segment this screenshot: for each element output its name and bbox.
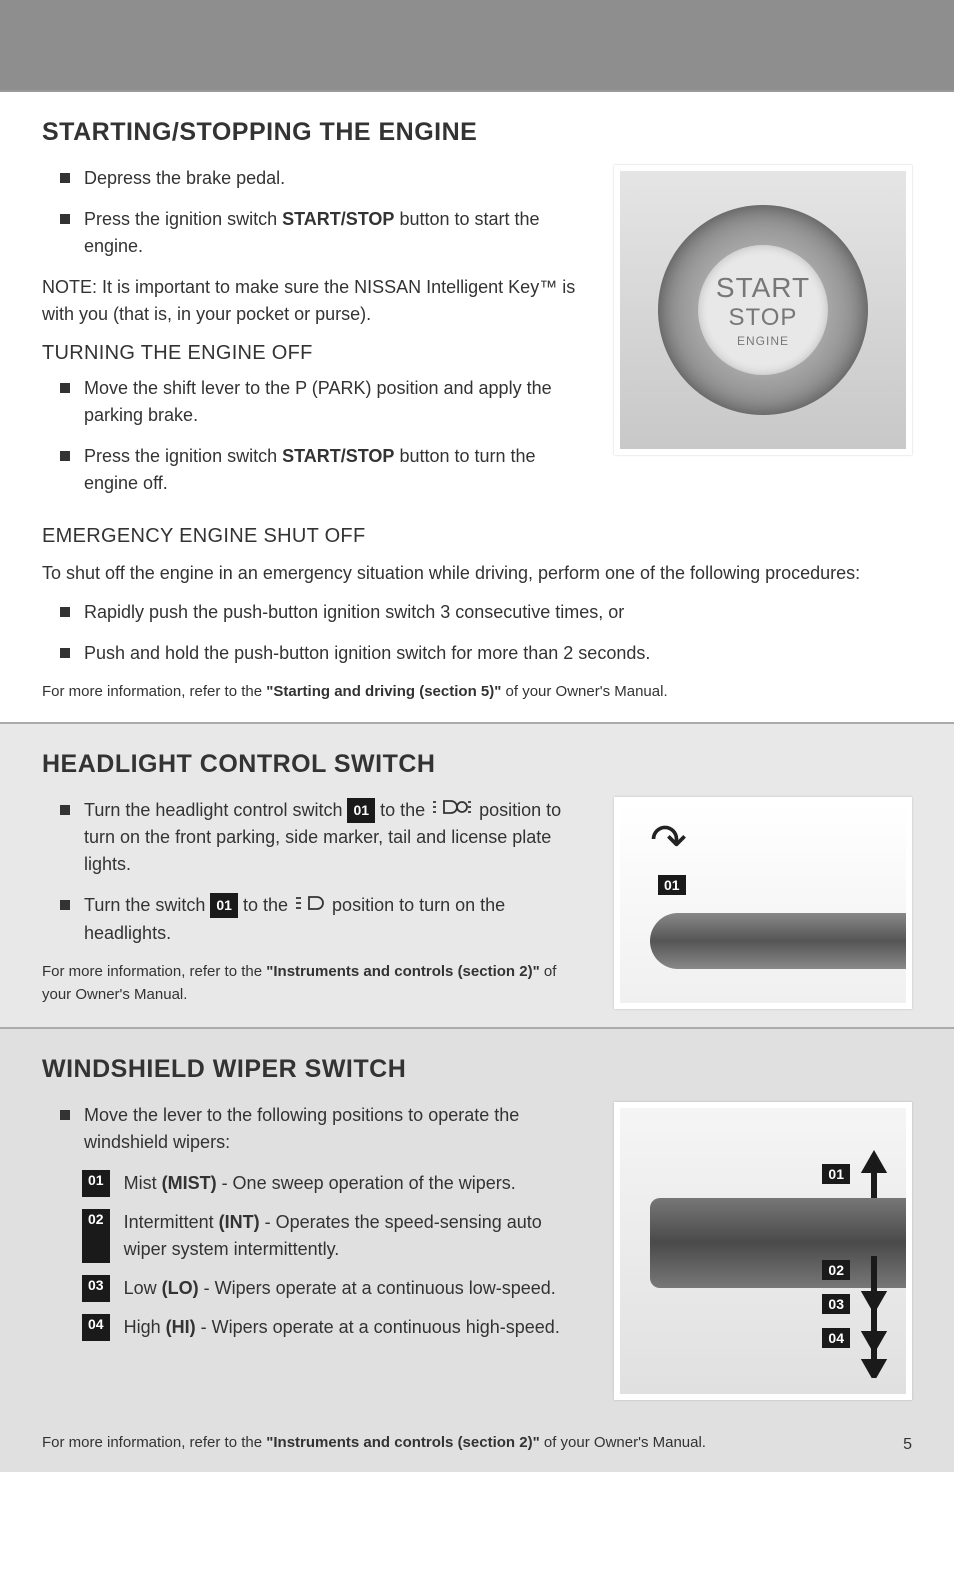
wiper-item-02: 02 Intermittent (INT) - Operates the spe… [42,1209,588,1263]
s1-note: NOTE: It is important to make sure the N… [42,274,588,328]
headlight-icon [293,893,327,920]
wp-img-badge-03: 03 [822,1294,850,1314]
section-wiper: WINDSHIELD WIPER SWITCH Move the lever t… [0,1029,954,1473]
section1-title: STARTING/STOPPING THE ENGINE [42,118,912,147]
wp-img-badge-01: 01 [822,1164,850,1184]
wiper-switch-image: 01 02 03 04 [614,1102,912,1400]
s2-bullet-1: Turn the headlight control switch 01 to … [60,797,588,879]
parking-light-icon [430,797,474,824]
header-band [0,0,954,92]
section-starting-engine: STARTING/STOPPING THE ENGINE Depress the… [0,92,954,724]
s1-body-c: To shut off the engine in an emergency s… [42,560,912,587]
start-stop-button-image: START STOP ENGINE [614,165,912,455]
section2-title: HEADLIGHT CONTROL SWITCH [42,750,912,779]
wiper-arrows-icon [860,1148,888,1378]
s2-bullet-2: Turn the switch 01 to the position to tu… [60,892,588,947]
s1-bullet-c1: Rapidly push the push-button ignition sw… [60,599,912,626]
hl-badge-01a: 01 [347,798,375,823]
page-number: 5 [903,1436,912,1454]
s1-sub-b: TURNING THE ENGINE OFF [42,342,588,365]
s1-bullet-b1: Move the shift lever to the P (PARK) pos… [60,375,588,429]
section-headlight: HEADLIGHT CONTROL SWITCH Turn the headli… [0,724,954,1029]
s3-intro: Move the lever to the following position… [60,1102,588,1156]
s1-more-info: For more information, refer to the "Star… [42,681,912,704]
s2-more-info: For more information, refer to the "Inst… [42,961,588,1006]
s1-sub-c: EMERGENCY ENGINE SHUT OFF [42,525,912,548]
wiper-item-03: 03 Low (LO) - Wipers operate at a contin… [42,1275,588,1302]
s3-more-info: For more information, refer to the "Inst… [42,1432,706,1455]
rotate-arrow-icon: ↷ [650,815,687,866]
s1-bullet-c2: Push and hold the push-button ignition s… [60,640,912,667]
wiper-item-04: 04 High (HI) - Wipers operate at a conti… [42,1314,588,1341]
s1-bullet-a2: Press the ignition switch START/STOP but… [60,206,588,260]
wiper-item-01: 01 Mist (MIST) - One sweep operation of … [42,1170,588,1197]
s1-bullet-a1: Depress the brake pedal. [60,165,588,192]
wp-img-badge-02: 02 [822,1260,850,1280]
s1-bullet-b2: Press the ignition switch START/STOP but… [60,443,588,497]
hl-badge-01b: 01 [210,893,238,918]
section3-title: WINDSHIELD WIPER SWITCH [42,1055,912,1084]
headlight-switch-image: ↷ 01 [614,797,912,1009]
hl-img-badge-01: 01 [658,875,686,895]
wp-img-badge-04: 04 [822,1328,850,1348]
